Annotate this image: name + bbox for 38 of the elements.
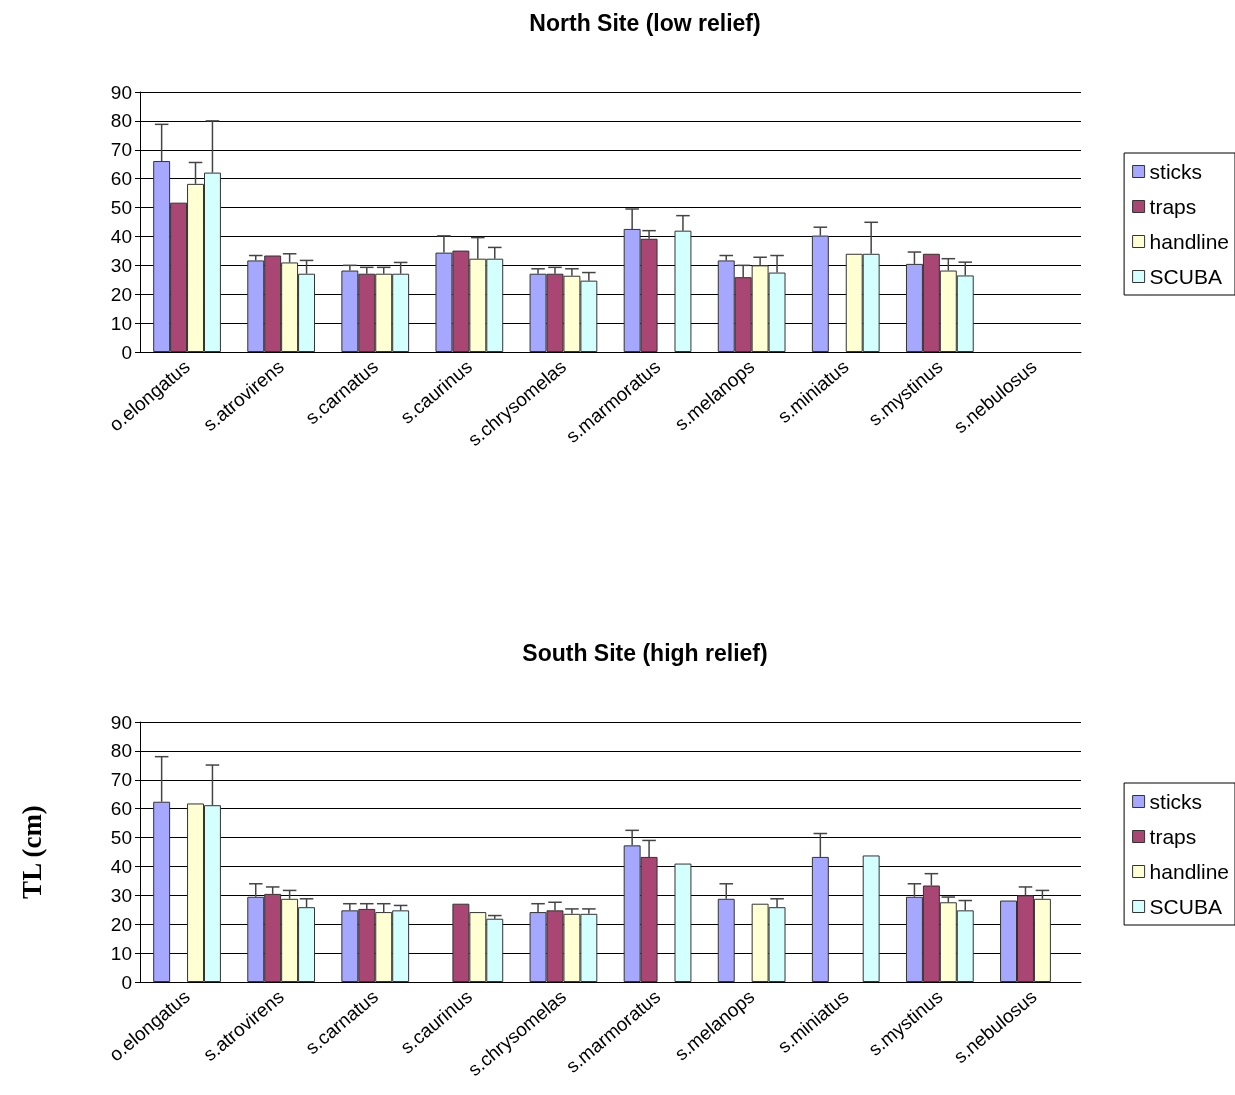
y-tick-label: 60	[110, 798, 132, 820]
y-tick-label: 90	[110, 711, 132, 733]
y-tick-label: 30	[110, 254, 132, 276]
y-tick-label: 0	[121, 971, 132, 993]
y-tick-label: 0	[121, 341, 132, 363]
legend-label: SCUBA	[1149, 895, 1222, 918]
y-tick-label: 70	[110, 139, 132, 161]
y-tick-label: 20	[110, 913, 132, 935]
chart-title: North Site (low relief)	[529, 9, 761, 36]
legend-label: traps	[1149, 825, 1197, 848]
bar	[674, 863, 692, 982]
y-tick-label: 10	[110, 942, 132, 964]
legend-label: sticks	[1149, 790, 1203, 813]
y-tick-label: 50	[110, 827, 132, 849]
y-tick-label: 40	[110, 225, 132, 247]
y-tick-label: 80	[110, 740, 132, 762]
y-tick-label: 80	[110, 110, 132, 132]
y-tick-label: 40	[110, 855, 132, 877]
y-tick-label: 90	[110, 81, 132, 103]
bar	[153, 801, 171, 982]
y-tick-label: 60	[110, 168, 132, 190]
bar	[717, 898, 735, 982]
legend-label: handline	[1149, 230, 1229, 253]
y-tick-label: 10	[110, 312, 132, 334]
y-axis-title: TL (cm)	[16, 805, 47, 899]
bar	[811, 856, 829, 982]
y-tick-label: 50	[110, 197, 132, 219]
legend-label: handline	[1149, 860, 1229, 883]
legend-label: traps	[1149, 195, 1197, 218]
y-tick-label: 70	[110, 769, 132, 791]
bar	[862, 855, 880, 982]
bar	[811, 235, 829, 352]
bar	[674, 230, 692, 352]
legend-label: sticks	[1149, 160, 1203, 183]
legend-label: SCUBA	[1149, 265, 1222, 288]
y-tick-label: 30	[110, 884, 132, 906]
chart-title: South Site (high relief)	[522, 639, 768, 666]
y-tick-label: 20	[110, 283, 132, 305]
